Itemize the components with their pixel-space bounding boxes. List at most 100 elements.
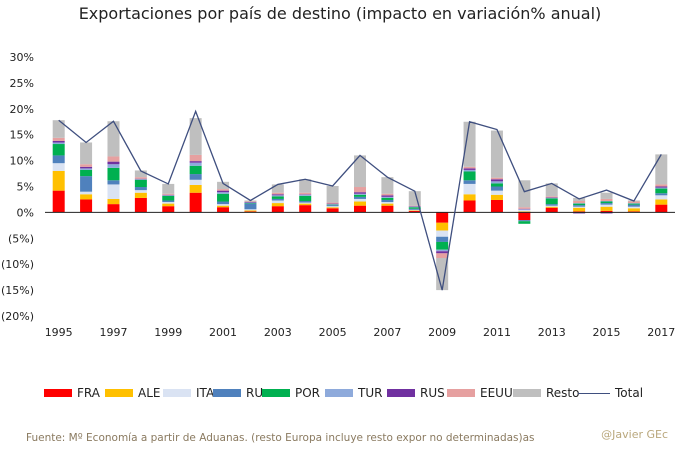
bar-tur-2015 — [600, 201, 613, 202]
bar-ru-2001 — [217, 201, 230, 205]
total-line-series — [58, 109, 662, 291]
bar-ita-2016 — [627, 206, 640, 209]
bar-rus-1996 — [80, 166, 93, 169]
bar-fra-1997 — [107, 204, 120, 213]
bar-ale-2006 — [354, 201, 366, 206]
bar-fra-2007 — [381, 205, 394, 213]
x-tick-label: 2007 — [373, 326, 401, 339]
legend-label: Resto — [546, 386, 580, 400]
bar-resto-1996 — [80, 142, 93, 165]
bar-ale-2003 — [271, 203, 284, 207]
bar-ru-2007 — [381, 199, 394, 203]
bar-tur-2002 — [244, 202, 257, 204]
bar-fra-2003 — [271, 206, 284, 213]
bar-por-1997 — [107, 167, 120, 181]
bar-eeuu-2012 — [518, 207, 531, 209]
bar-ru-2012 — [518, 220, 531, 222]
source-note: Fuente: Mº Economía a partir de Aduanas.… — [26, 432, 535, 444]
y-tick-label: 10% — [10, 155, 34, 168]
bar-tur-2006 — [354, 193, 366, 195]
bar-fra-1999 — [162, 206, 175, 213]
bar-eeuu-2011 — [490, 177, 503, 180]
bar-ale-1996 — [80, 194, 93, 200]
bar-ale-2014 — [573, 207, 586, 212]
legend-item-eeuu: EEUU — [447, 386, 513, 400]
bar-eeuu-1997 — [107, 156, 120, 162]
bar-eeuu-1995 — [52, 137, 65, 141]
bar-rus-2006 — [354, 192, 366, 194]
bar-ale-2000 — [189, 184, 202, 193]
bar-ru-2000 — [189, 174, 202, 180]
bar-ita-2005 — [326, 206, 339, 208]
legend-label: RUS — [420, 386, 445, 400]
bar-por-2009 — [436, 241, 449, 250]
bar-ita-2017 — [655, 195, 668, 200]
bar-ru-1996 — [80, 176, 93, 192]
bar-por-2012 — [518, 221, 531, 224]
bar-tur-2001 — [217, 192, 230, 194]
bar-ale-2013 — [545, 206, 558, 208]
bar-ru-1998 — [134, 187, 147, 191]
bar-eeuu-2000 — [189, 154, 202, 162]
legend-swatch — [262, 389, 290, 397]
bar-ita-2007 — [381, 202, 394, 204]
legend-item-ale: ALE — [105, 386, 160, 400]
bar-ru-2008 — [408, 208, 421, 210]
bar-eeuu-2008 — [408, 205, 421, 207]
bar-ita-2011 — [490, 190, 503, 195]
bar-resto-2001 — [217, 181, 230, 190]
bar-eeuu-2001 — [217, 189, 230, 191]
bar-rus-2001 — [217, 190, 230, 193]
x-tick-label: 2011 — [483, 326, 511, 339]
legend-label: FRA — [77, 386, 100, 400]
bar-por-2002 — [244, 203, 257, 204]
bar-por-2008 — [408, 207, 421, 209]
bar-resto-1997 — [107, 121, 120, 157]
bar-ita-1998 — [134, 190, 147, 193]
bar-ale-1995 — [52, 170, 65, 191]
bar-fra-2012 — [518, 212, 531, 221]
bar-ita-2014 — [573, 206, 586, 208]
bar-ru-2009 — [436, 236, 449, 242]
bar-fra-2005 — [326, 208, 339, 213]
bar-ale-1997 — [107, 198, 120, 205]
bar-tur-2016 — [627, 203, 640, 204]
bar-por-2004 — [299, 195, 312, 202]
bar-fra-1996 — [80, 199, 93, 213]
bar-tur-1995 — [52, 142, 65, 145]
bar-eeuu-2002 — [244, 201, 257, 203]
bar-ale-1998 — [134, 192, 147, 198]
bar-tur-1997 — [107, 164, 120, 168]
legend-label: Total — [615, 386, 644, 400]
bar-resto-2003 — [271, 184, 284, 193]
bar-ita-1996 — [80, 191, 93, 195]
bar-resto-2012 — [518, 180, 531, 208]
bar-por-2005 — [326, 204, 339, 206]
bar-ale-2007 — [381, 203, 394, 206]
x-tick-label: 2003 — [264, 326, 292, 339]
bar-rus-2012 — [518, 208, 531, 210]
bar-ru-2003 — [271, 198, 284, 201]
bar-resto-2010 — [463, 121, 476, 167]
bar-ale-2001 — [217, 205, 230, 208]
bar-tur-2007 — [381, 196, 394, 198]
y-tick-label: 15% — [10, 129, 34, 142]
bar-ita-2004 — [299, 202, 312, 204]
bar-por-1995 — [52, 144, 65, 156]
bar-tur-2005 — [326, 204, 339, 205]
x-tick-label: 1999 — [154, 326, 182, 339]
x-tick-label: 2015 — [593, 326, 621, 339]
bar-por-2014 — [573, 203, 586, 206]
bar-ru-2004 — [299, 201, 312, 203]
legend-item-rus: RUS — [387, 386, 445, 400]
bar-rus-2008 — [408, 206, 421, 207]
bar-tur-2012 — [518, 209, 531, 210]
bar-ita-2012 — [518, 209, 531, 212]
bar-tur-2010 — [463, 169, 476, 172]
bar-por-2000 — [189, 165, 202, 175]
bar-ita-2006 — [354, 198, 366, 202]
bar-rus-2003 — [271, 194, 284, 196]
bar-ita-2008 — [408, 209, 421, 211]
x-tick-label: 1995 — [45, 326, 73, 339]
